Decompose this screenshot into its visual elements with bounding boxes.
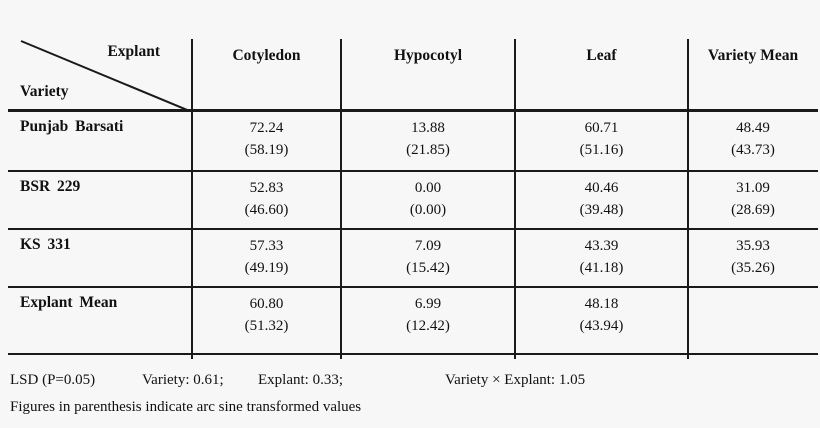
table-cell: 40.46 (39.48) xyxy=(515,172,688,230)
cell-value: 31.09 xyxy=(736,180,770,196)
cell-value: 35.93 xyxy=(736,238,770,254)
row-label-explant-mean: Explant Mean xyxy=(20,294,118,311)
cell-paren-value: (15.42) xyxy=(406,260,450,276)
corner-variety-label: Variety xyxy=(20,83,69,100)
lsd-explant-value: Explant: 0.33; xyxy=(258,372,343,388)
table-cell: 35.93 (35.26) xyxy=(688,230,818,288)
cell-value: 0.00 xyxy=(414,180,442,196)
table-cell: 57.33 (49.19) xyxy=(192,230,341,288)
column-header-cotyledon: Cotyledon xyxy=(232,47,301,64)
row-label-bsr-229: BSR 229 xyxy=(20,178,81,195)
cell-paren-value: (43.73) xyxy=(731,142,775,158)
cell-value: 43.39 xyxy=(584,238,619,254)
cell-paren-value: (35.26) xyxy=(731,260,775,276)
table-cell: 48.49 (43.73) xyxy=(688,112,818,172)
table-cell: 31.09 (28.69) xyxy=(688,172,818,230)
lsd-label: LSD (P=0.05) xyxy=(10,372,96,388)
cell-value: 48.18 xyxy=(584,296,619,312)
corner-explant-label: Explant xyxy=(107,43,160,60)
cell-value: 57.33 xyxy=(249,238,284,254)
cell-value: 13.88 xyxy=(411,120,445,136)
cell-value: 48.49 xyxy=(736,120,770,136)
cell-paren-value: (39.48) xyxy=(579,202,624,218)
table-cell: 52.83 (46.60) xyxy=(192,172,341,230)
table-cell: 60.80 (51.32) xyxy=(192,288,341,355)
column-divider xyxy=(340,39,342,359)
column-header-leaf: Leaf xyxy=(586,47,617,64)
cell-value: 60.80 xyxy=(249,296,284,312)
cell-paren-value: (0.00) xyxy=(409,202,447,218)
table-cell: 6.99 (12.42) xyxy=(341,288,515,355)
column-header-hypocotyl: Hypocotyl xyxy=(393,47,463,64)
data-table: Explant Variety Cotyledon Hypocotyl Leaf… xyxy=(8,39,818,359)
cell-paren-value: (46.60) xyxy=(244,202,289,218)
cell-value: 40.46 xyxy=(584,180,619,196)
cell-paren-value: (58.19) xyxy=(244,142,289,158)
cell-value: 72.24 xyxy=(249,120,284,136)
cell-paren-value: (41.18) xyxy=(579,260,624,276)
diagonal-divider xyxy=(20,40,192,112)
cell-value: 7.09 xyxy=(414,238,442,254)
column-divider xyxy=(191,39,193,359)
table-bottom-rule xyxy=(8,353,818,355)
cell-paren-value: (51.16) xyxy=(579,142,624,158)
parenthesis-note: Figures in parenthesis indicate arc sine… xyxy=(10,399,362,415)
lsd-interaction-value: Variety × Explant: 1.05 xyxy=(445,372,586,388)
cell-paren-value: (51.32) xyxy=(244,318,289,334)
cell-value: 52.83 xyxy=(249,180,284,196)
row-label-punjab-barsati: Punjab Barsati xyxy=(20,118,124,135)
cell-paren-value: (28.69) xyxy=(731,202,775,218)
column-divider xyxy=(514,39,516,359)
cell-paren-value: (12.42) xyxy=(406,318,450,334)
corner-header-cell: Explant Variety xyxy=(8,39,192,112)
cell-paren-value: (49.19) xyxy=(244,260,289,276)
column-header-variety-mean: Variety Mean xyxy=(707,47,799,64)
row-divider xyxy=(8,286,818,288)
table-cell: 13.88 (21.85) xyxy=(341,112,515,172)
cell-value: 6.99 xyxy=(414,296,442,312)
table-cell: 48.18 (43.94) xyxy=(515,288,688,355)
column-divider xyxy=(687,39,689,359)
table-cell: 43.39 (41.18) xyxy=(515,230,688,288)
table-cell: 7.09 (15.42) xyxy=(341,230,515,288)
cell-paren-value: (21.85) xyxy=(406,142,450,158)
row-divider xyxy=(8,170,818,172)
cell-paren-value: (43.94) xyxy=(579,318,624,334)
row-divider xyxy=(8,228,818,230)
table-cell-empty xyxy=(688,288,818,355)
table-cell: 60.71 (51.16) xyxy=(515,112,688,172)
row-label-ks-331: KS 331 xyxy=(20,236,71,253)
header-bottom-rule xyxy=(8,109,818,112)
cell-value: 60.71 xyxy=(584,120,619,136)
table-cell: 72.24 (58.19) xyxy=(192,112,341,172)
lsd-variety-value: Variety: 0.61; xyxy=(142,372,224,388)
table-cell: 0.00 (0.00) xyxy=(341,172,515,230)
